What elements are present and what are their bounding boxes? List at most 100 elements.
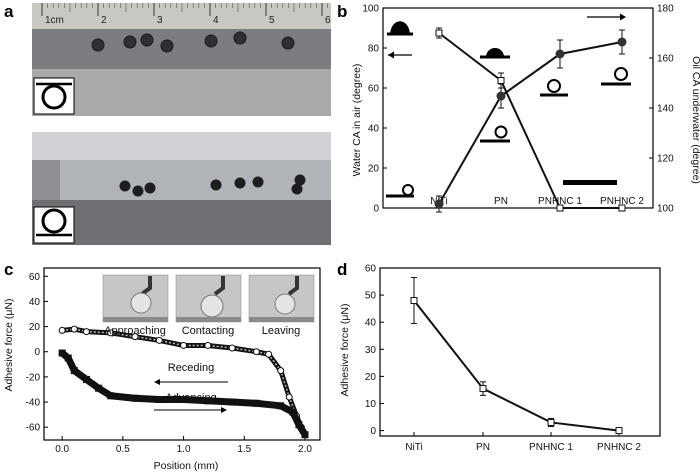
annotation-advancing: Advancing: [165, 392, 216, 404]
y-tick-label: 60: [29, 272, 41, 283]
y2-tick-label: 100: [657, 204, 674, 215]
oil-droplets: [119, 174, 306, 197]
data-point: [252, 348, 260, 356]
data-point: [70, 367, 78, 375]
water-droplet: [91, 38, 105, 52]
data-point: [410, 297, 418, 305]
x-tick-label: 0.0: [55, 444, 69, 455]
y-tick-label: 20: [29, 322, 41, 333]
adhesion-inset-photos: [102, 274, 315, 323]
contact-angle-sketches: [386, 13, 631, 198]
data-point: [228, 344, 236, 352]
x-tick-label: 2.0: [298, 444, 312, 455]
data-point: [58, 326, 66, 334]
y2-tick-label: 160: [657, 54, 674, 65]
y-tick-label: 30: [365, 345, 377, 356]
panel-d-ylabel: Adhesive force (μN): [339, 304, 351, 397]
data-point: [82, 328, 90, 336]
panel-b-frame: [382, 7, 654, 209]
oil-droplet: [294, 174, 306, 186]
ruler-tick-label: 3: [157, 15, 163, 26]
series-line: [413, 299, 620, 432]
x-category-label: PN: [494, 196, 508, 207]
data-point: [95, 384, 103, 392]
y-tick-label: 60: [365, 264, 377, 275]
series-advancing: [59, 350, 308, 437]
panel-d: d Adhesive force (μN) 0 10 20 30 40 50 60 NiTi P…: [337, 260, 661, 453]
data-point: [82, 375, 90, 383]
y2-tick-label: 180: [657, 4, 674, 15]
data-point: [497, 77, 505, 84]
data-point: [265, 350, 273, 358]
data-point: [301, 431, 309, 439]
data-point: [617, 37, 627, 47]
y-tick-label: -40: [26, 398, 41, 409]
x-category-label: PNHNC 1: [529, 442, 573, 453]
x-category-label: PNHNC 2: [600, 196, 644, 207]
y-tick-label: 40: [365, 318, 377, 329]
series-receding-markers: [62, 328, 306, 436]
water-droplets: [91, 31, 295, 53]
oil-droplet: [291, 183, 303, 195]
panel-b-plot: 020406080100100120140160180NiTiPNPNHNC 1…: [362, 4, 674, 215]
data-point: [556, 204, 564, 212]
y-tick-label: 0: [370, 426, 376, 437]
data-point: [434, 199, 444, 209]
y-tick-label: 50: [365, 291, 377, 302]
x-category-label: NiTi: [405, 442, 422, 453]
data-point: [58, 349, 66, 357]
data-point: [70, 325, 78, 333]
data-point: [277, 402, 285, 410]
panel-b-ylabel: Water CA in air (degree): [351, 64, 363, 177]
data-point: [479, 385, 487, 393]
inset-label-approaching: Approaching: [104, 325, 166, 337]
y-tick-label: -20: [26, 372, 41, 383]
panel-c: c Adhesive force (μN) Position (mm) -60-…: [3, 260, 321, 472]
data-point: [555, 49, 565, 59]
panel-c-ylabel: Adhesive force (μN): [3, 299, 15, 392]
data-point: [107, 329, 115, 337]
data-point: [180, 396, 188, 404]
y-tick-label: 20: [368, 164, 380, 175]
panel-b-label: b: [337, 2, 347, 21]
ruler-tick-label: 5: [269, 15, 275, 26]
x-category-label: PNHNC 2: [597, 442, 641, 453]
ruler: [32, 3, 331, 29]
oil-droplet: [210, 179, 222, 191]
ruler-tick-label: 4: [213, 15, 219, 26]
ruler-tick-label: 6: [325, 15, 331, 26]
water-droplet: [281, 36, 295, 50]
x-tick-label: 0.5: [116, 444, 130, 455]
panel-a-label: a: [4, 2, 14, 21]
y-tick-label: 80: [368, 44, 380, 55]
data-point: [285, 393, 293, 401]
panel-c-xlabel: Position (mm): [154, 460, 219, 472]
series-line-right: [438, 32, 622, 209]
ruler-ticks: 1cm 2 3 4 5 6: [41, 3, 331, 26]
x-category-label: PNHNC 1: [538, 196, 582, 207]
data-point: [618, 204, 626, 212]
inset-label-contacting: Contacting: [182, 325, 235, 337]
droplet-icon: [41, 84, 67, 110]
panel-b-y2label: Oil CA underwater (degree): [690, 56, 700, 184]
panel-a: a 1cm 2 3 4 5 6: [4, 2, 331, 245]
x-tick-label: 1.5: [237, 444, 251, 455]
data-point: [435, 29, 443, 37]
water-droplet: [204, 34, 218, 48]
data-point: [180, 341, 188, 349]
x-tick-label: 1.0: [177, 444, 191, 455]
oil-droplet: [144, 182, 156, 194]
ruler-tick-label: 2: [101, 15, 107, 26]
data-point: [204, 341, 212, 349]
oil-droplet: [234, 177, 246, 189]
ruler-tick-label: 1cm: [45, 15, 64, 26]
data-point: [252, 399, 260, 407]
data-point: [547, 418, 555, 426]
oil-droplet: [119, 180, 131, 192]
panel-c-frame: [43, 267, 321, 441]
panel-d-frame: [379, 267, 661, 437]
panel-b: b Water CA in air (degree) Oil CA underw…: [337, 2, 700, 215]
y-tick-label: 60: [368, 84, 380, 95]
y-tick-label: 20: [365, 372, 377, 383]
